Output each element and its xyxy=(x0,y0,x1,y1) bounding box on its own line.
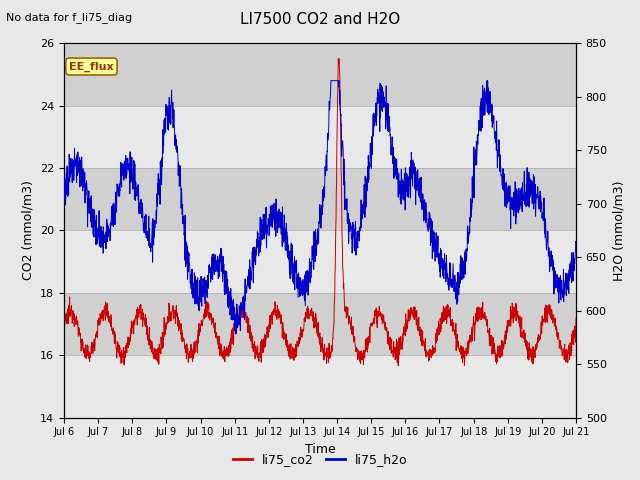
Bar xyxy=(64,168,576,230)
Legend: li75_co2, li75_h2o: li75_co2, li75_h2o xyxy=(228,448,412,471)
Bar xyxy=(64,43,576,106)
Text: No data for f_li75_diag: No data for f_li75_diag xyxy=(6,12,132,23)
Bar xyxy=(64,293,576,355)
Y-axis label: H2O (mmol/m3): H2O (mmol/m3) xyxy=(612,180,625,281)
X-axis label: Time: Time xyxy=(305,443,335,456)
Bar xyxy=(64,106,576,168)
Text: LI7500 CO2 and H2O: LI7500 CO2 and H2O xyxy=(240,12,400,27)
Bar xyxy=(64,230,576,293)
Bar xyxy=(64,355,576,418)
Text: EE_flux: EE_flux xyxy=(69,61,114,72)
Y-axis label: CO2 (mmol/m3): CO2 (mmol/m3) xyxy=(22,180,35,280)
